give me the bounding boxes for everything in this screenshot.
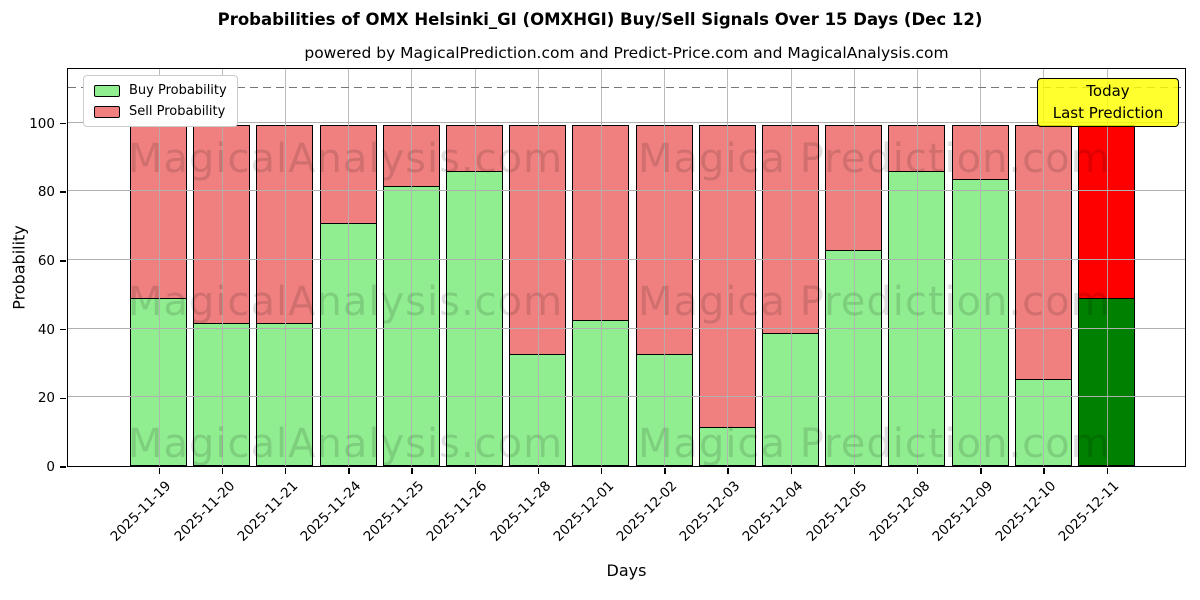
plot-area: Buy Probability Sell Probability Today La… [67, 68, 1186, 467]
x-tick-label: 2025-12-08 [866, 478, 934, 545]
y-tick-mark [60, 260, 66, 262]
legend-swatch [94, 105, 120, 118]
x-tick-label: 2025-12-10 [992, 478, 1060, 545]
watermark-left: MagicalAnalysis.com [128, 279, 564, 325]
x-tick-label: 2025-11-24 [297, 478, 365, 545]
v-gridline [727, 69, 729, 466]
x-tick-label: 2025-12-03 [676, 478, 744, 545]
dashed-threshold-line [68, 86, 1185, 89]
x-tick-mark [1106, 468, 1109, 474]
watermark-left: MagicalAnalysis.com [128, 136, 564, 182]
x-tick-mark [284, 468, 287, 474]
x-axis-label: Days [606, 561, 647, 580]
y-tick-mark [60, 122, 66, 125]
y-tick-mark [60, 466, 66, 468]
v-gridline [348, 69, 350, 466]
x-tick-mark [916, 468, 919, 474]
x-tick-mark [537, 468, 540, 474]
today-annotation: Today Last Prediction [1037, 78, 1179, 127]
v-gridline [853, 69, 855, 466]
x-tick-label: 2025-11-25 [360, 478, 428, 545]
legend-item-label: Sell Probability [129, 104, 226, 119]
v-gridline [221, 69, 223, 466]
x-tick-mark [600, 468, 603, 474]
h-gridline [68, 327, 1185, 329]
legend-swatch [94, 84, 120, 97]
x-tick-mark [221, 468, 224, 474]
x-tick-mark [790, 468, 793, 474]
y-tick-mark [60, 191, 66, 193]
x-tick-mark [474, 468, 477, 474]
watermark-right: Magica Prediction.com [638, 421, 1111, 467]
legend: Buy Probability Sell Probability [83, 75, 238, 127]
x-tick-label: 2025-12-01 [550, 478, 618, 545]
x-tick-mark [664, 468, 666, 474]
x-tick-label: 2025-12-04 [739, 478, 807, 545]
v-gridline [980, 69, 982, 466]
v-gridline [1106, 69, 1108, 466]
watermark-left: MagicalAnalysis.com [128, 421, 564, 467]
h-gridline [68, 190, 1185, 192]
x-tick-mark [727, 468, 729, 474]
today-annotation-line1: Today [1086, 81, 1130, 100]
y-tick-label: 0 [46, 459, 55, 475]
legend-item: Sell Probability [94, 104, 227, 119]
x-tick-mark [853, 468, 856, 474]
watermark-right: Magica Prediction.com [638, 279, 1111, 325]
x-tick-label: 2025-11-19 [107, 478, 175, 545]
v-gridline [664, 69, 666, 466]
x-tick-mark [1043, 468, 1045, 474]
x-tick-label: 2025-12-11 [1055, 478, 1123, 545]
y-tick-mark [60, 397, 66, 400]
watermark-right: Magica Prediction.com [638, 136, 1111, 182]
h-gridline [68, 121, 1185, 123]
v-gridline [411, 69, 413, 466]
v-gridline [600, 69, 602, 466]
v-gridline [1043, 69, 1045, 466]
legend-item-label: Buy Probability [129, 83, 227, 98]
y-tick-label: 80 [37, 184, 55, 201]
chart-subtitle: powered by MagicalPrediction.com and Pre… [304, 44, 949, 62]
v-gridline [158, 69, 160, 466]
legend-item: Buy Probability [94, 83, 227, 98]
x-tick-mark [980, 468, 982, 474]
h-gridline [68, 258, 1185, 260]
x-tick-mark [158, 468, 161, 474]
y-tick-mark [60, 328, 66, 331]
x-tick-label: 2025-12-02 [613, 478, 681, 545]
v-gridline [790, 69, 792, 466]
x-tick-label: 2025-12-09 [929, 478, 997, 545]
y-tick-label: 60 [37, 252, 55, 269]
y-tick-label: 100 [29, 115, 55, 132]
x-tick-label: 2025-11-28 [487, 478, 554, 545]
today-annotation-line2: Last Prediction [1052, 103, 1164, 122]
x-tick-mark [411, 468, 413, 474]
v-gridline [916, 69, 918, 466]
x-tick-label: 2025-11-20 [171, 478, 238, 545]
y-tick-label: 20 [37, 390, 55, 407]
x-tick-label: 2025-11-21 [234, 478, 302, 545]
v-gridline [537, 69, 539, 466]
y-tick-label: 40 [37, 321, 55, 338]
v-gridline [474, 69, 476, 466]
v-gridline [284, 69, 286, 466]
x-tick-label: 2025-12-05 [803, 478, 870, 545]
chart-title: Probabilities of OMX Helsinki_GI (OMXHGI… [217, 10, 983, 29]
x-tick-mark [348, 468, 350, 474]
h-gridline [68, 396, 1185, 398]
x-tick-label: 2025-11-26 [423, 478, 491, 545]
